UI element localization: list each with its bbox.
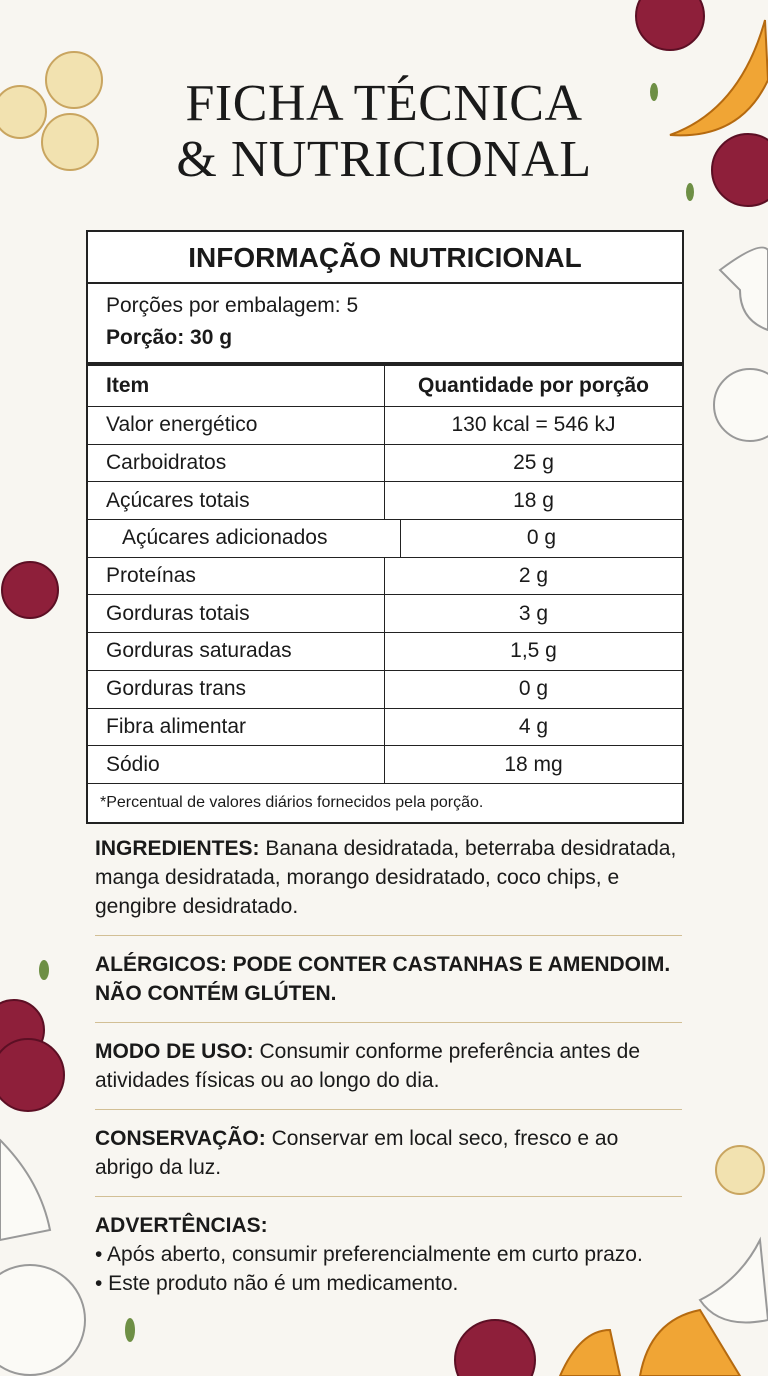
item: Fibra alimentar — [88, 708, 385, 746]
nutrition-table: INFORMAÇÃO NUTRICIONAL Porções por embal… — [86, 230, 684, 824]
section: CONSERVAÇÃO: Conservar em local seco, fr… — [95, 1124, 682, 1197]
item: Gorduras saturadas — [88, 633, 385, 670]
section-label: ADVERTÊNCIAS: — [95, 1214, 268, 1237]
quantity: 0 g — [518, 677, 549, 701]
quantity: 2 g — [518, 564, 549, 588]
item: Carboidratos — [88, 444, 385, 482]
section-body: Consumir conforme preferência antes de a… — [95, 1040, 641, 1092]
column-header: Item — [88, 366, 385, 406]
section-text: MODO DE USO: Consumir conforme preferênc… — [95, 1037, 682, 1095]
section: ALÉRGICOS: PODE CONTER CASTANHAS E AMEND… — [95, 950, 682, 1023]
section-text: CONSERVAÇÃO: Conservar em local seco, fr… — [95, 1124, 682, 1182]
item: Gorduras totais — [88, 595, 385, 633]
list-item: • Este produto não é um medicamento. — [95, 1272, 459, 1295]
column-header: Quantidade por porção — [417, 374, 650, 397]
item: Proteínas — [88, 557, 385, 595]
footnote: *Percentual de valores diários fornecido… — [100, 793, 484, 811]
title-line: FICHA TÉCNICA — [185, 75, 583, 132]
table-heading: INFORMAÇÃO NUTRICIONAL — [88, 232, 682, 284]
table-row: Fibra alimentar 4 g — [88, 708, 682, 747]
section-body: Conservar em local seco, fresco e ao abr… — [95, 1127, 619, 1179]
item: Sódio — [88, 746, 385, 783]
table-row: Proteínas 2 g — [88, 557, 682, 596]
item: Valor energético — [88, 407, 385, 444]
item: Açúcares totais — [88, 482, 385, 520]
list-item: • Após aberto, consumir preferencialment… — [95, 1243, 643, 1266]
quantity: 3 g — [518, 601, 549, 625]
quantity: 4 g — [518, 714, 549, 738]
quantity: 130 kcal = 546 kJ — [451, 413, 616, 437]
table-row: Carboidratos 25 g — [88, 444, 682, 483]
section-text: ADVERTÊNCIAS: — [95, 1211, 682, 1240]
table-row: Gorduras saturadas 1,5 g — [88, 633, 682, 671]
quantity: 1,5 g — [510, 639, 557, 663]
section-label: INGREDIENTES: — [95, 837, 260, 860]
servings: Porções por embalagem: 5 — [106, 294, 359, 317]
section-label: ALÉRGICOS: PODE CONTER CASTANHAS E AMEND… — [95, 953, 671, 1005]
section-text: ALÉRGICOS: PODE CONTER CASTANHAS E AMEND… — [95, 950, 682, 1008]
section-label: CONSERVAÇÃO: — [95, 1127, 266, 1150]
table-row: Sódio 18 mg — [88, 746, 682, 784]
quantity: 0 g — [526, 526, 557, 550]
section: INGREDIENTES: Banana desidratada, beterr… — [95, 834, 682, 936]
portion: Porção: 30 g — [106, 326, 233, 349]
section-text: INGREDIENTES: Banana desidratada, beterr… — [95, 834, 682, 921]
table-row: Gorduras trans 0 g — [88, 670, 682, 709]
table-row: Valor energético 130 kcal = 546 kJ — [88, 407, 682, 445]
table-row: Açúcares adicionados 0 g — [88, 520, 682, 558]
section: MODO DE USO: Consumir conforme preferênc… — [95, 1037, 682, 1110]
table-row: Açúcares totais 18 g — [88, 482, 682, 521]
table-row: Gorduras totais 3 g — [88, 595, 682, 634]
sections: INGREDIENTES: Banana desidratada, beterr… — [95, 834, 682, 1326]
section: ADVERTÊNCIAS: • Após aberto, consumir pre… — [95, 1211, 682, 1312]
item: Açúcares adicionados — [88, 520, 401, 557]
quantity: 18 mg — [504, 752, 563, 776]
column-header-row: Item Quantidade por porção — [88, 366, 682, 407]
section-label: MODO DE USO: — [95, 1040, 254, 1063]
section-body: Banana desidratada, beterraba desidratad… — [95, 837, 677, 918]
item: Gorduras trans — [88, 670, 385, 708]
title: FICHA TÉCNICA & NUTRICIONAL — [0, 76, 768, 188]
quantity: 18 g — [513, 488, 554, 512]
portion-info: Porções por embalagem: 5 Porção: 30 g — [88, 284, 682, 366]
table-body: Valor energético 130 kcal = 546 kJ Carboid… — [88, 407, 682, 784]
quantity: 25 g — [513, 451, 554, 475]
title-line: & NUTRICIONAL — [176, 131, 592, 188]
